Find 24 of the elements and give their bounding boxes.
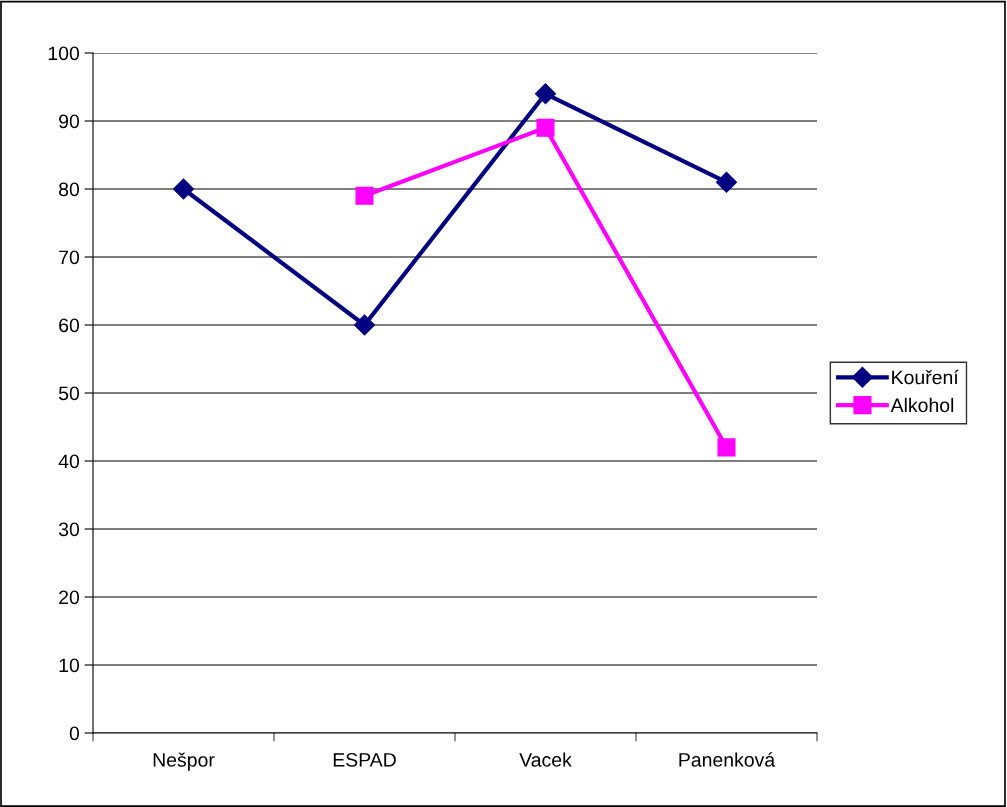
y-tick-label: 20 [59, 590, 80, 605]
legend-label: Kouření [892, 369, 959, 385]
x-tick-label: Panenková [679, 752, 776, 767]
legend-label: Alkohol [890, 397, 954, 413]
point [534, 83, 557, 105]
y-tick-label: 100 [48, 46, 80, 61]
point [536, 118, 555, 137]
x-tick-label: Nešpor [153, 752, 215, 771]
y-tick-label: 70 [59, 250, 80, 265]
point [355, 186, 374, 205]
y-tick-label: 0 [69, 726, 80, 741]
point [717, 438, 736, 457]
x-tick-label: ESPAD [333, 752, 396, 767]
y-tick-label: 40 [58, 454, 80, 469]
y-tick-label: 80 [59, 182, 80, 197]
x-tick-label: Vacek [519, 752, 572, 767]
y-tick-label: 10 [59, 658, 80, 673]
y-tick-label: 90 [59, 114, 80, 129]
point [353, 314, 376, 336]
y-tick-label: 60 [59, 318, 80, 333]
point [172, 178, 195, 200]
y-tick-label: 50 [58, 386, 80, 401]
point [715, 171, 738, 193]
y-tick-label: 30 [58, 522, 80, 537]
